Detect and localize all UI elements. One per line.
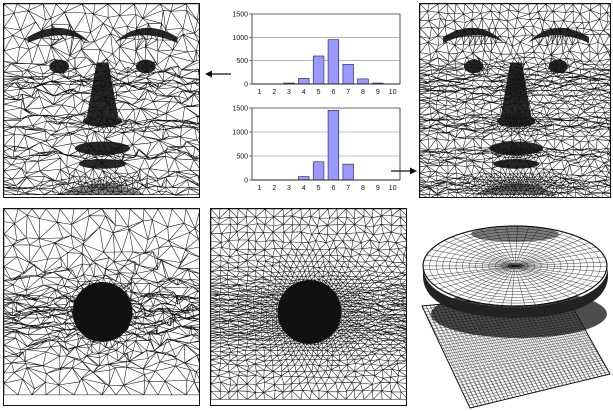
histogram-bottom: 0 500 1000 1500 1 2 3 4 5 6 7 8 9 10 bbox=[232, 106, 401, 192]
y-tick-label: 500 bbox=[236, 58, 248, 65]
arrow-left-icon bbox=[205, 70, 231, 78]
x-tick-label: 1 bbox=[257, 185, 261, 192]
x-tick-label: 5 bbox=[317, 89, 321, 96]
face-mesh-left bbox=[4, 4, 199, 196]
dense-core bbox=[72, 281, 133, 342]
face-features bbox=[443, 27, 589, 196]
x-tick-label: 3 bbox=[287, 89, 291, 96]
y-tick-label: 500 bbox=[236, 154, 248, 161]
bar-5 bbox=[312, 161, 325, 181]
disc-dense-band bbox=[471, 226, 559, 242]
y-tick-label: 1500 bbox=[232, 12, 248, 19]
histogram-0-body: 0 500 1000 1500 1 2 3 4 5 6 7 8 9 10 bbox=[232, 12, 401, 96]
face-mesh-right bbox=[420, 4, 610, 197]
y-tick-label: 1000 bbox=[232, 130, 248, 137]
x-tick-label: 5 bbox=[317, 185, 321, 192]
face-mesh-left-panel bbox=[3, 3, 200, 198]
radial-mesh-regular bbox=[211, 209, 406, 400]
x-tick-label: 2 bbox=[272, 89, 276, 96]
x-tick-label: 1 bbox=[257, 89, 261, 96]
surface-3d-mesh bbox=[421, 225, 611, 409]
face-features bbox=[27, 27, 178, 196]
radial-mesh-regular-panel bbox=[210, 208, 407, 406]
bar-7 bbox=[342, 64, 354, 85]
radial-mesh-irregular bbox=[4, 209, 199, 396]
x-tick-label: 2 bbox=[272, 185, 276, 192]
y-tick-label: 0 bbox=[244, 82, 248, 89]
x-tick-label: 6 bbox=[331, 89, 335, 96]
surface-mesh-lines bbox=[421, 225, 611, 409]
radial-mesh-irregular-panel bbox=[3, 208, 200, 406]
y-tick-label: 0 bbox=[244, 178, 248, 185]
dense-core bbox=[277, 279, 342, 344]
surface-3d-panel bbox=[414, 206, 613, 411]
face-mesh-right-panel bbox=[419, 3, 611, 198]
arrow-right-icon bbox=[391, 167, 417, 175]
bar-5 bbox=[312, 55, 325, 85]
x-tick-label: 10 bbox=[389, 185, 397, 192]
x-tick-label: 9 bbox=[376, 185, 380, 192]
bar-6 bbox=[327, 110, 340, 181]
x-tick-label: 8 bbox=[361, 185, 365, 192]
x-tick-label: 10 bbox=[389, 89, 397, 96]
x-tick-label: 9 bbox=[376, 89, 380, 96]
bar-6 bbox=[327, 39, 340, 85]
x-tick-label: 6 bbox=[331, 185, 335, 192]
bar-7 bbox=[342, 163, 354, 181]
x-tick-label: 4 bbox=[302, 185, 306, 192]
plot-area bbox=[251, 13, 401, 85]
bar-4 bbox=[298, 78, 310, 85]
x-tick-label: 8 bbox=[361, 89, 365, 96]
x-tick-label: 7 bbox=[346, 89, 350, 96]
y-tick-label: 1000 bbox=[232, 35, 248, 42]
y-tick-label: 1500 bbox=[232, 106, 248, 113]
bar-8 bbox=[357, 78, 369, 85]
histogram-top: 0 500 1000 1500 1 2 3 4 5 6 7 8 9 10 bbox=[232, 12, 401, 96]
disc-rim bbox=[423, 268, 608, 318]
x-tick-label: 7 bbox=[346, 185, 350, 192]
plot-area bbox=[251, 107, 401, 181]
bar-4 bbox=[298, 176, 310, 181]
histogram-1-body: 0 500 1000 1500 1 2 3 4 5 6 7 8 9 10 bbox=[232, 106, 401, 192]
x-tick-label: 3 bbox=[287, 185, 291, 192]
x-tick-label: 4 bbox=[302, 89, 306, 96]
